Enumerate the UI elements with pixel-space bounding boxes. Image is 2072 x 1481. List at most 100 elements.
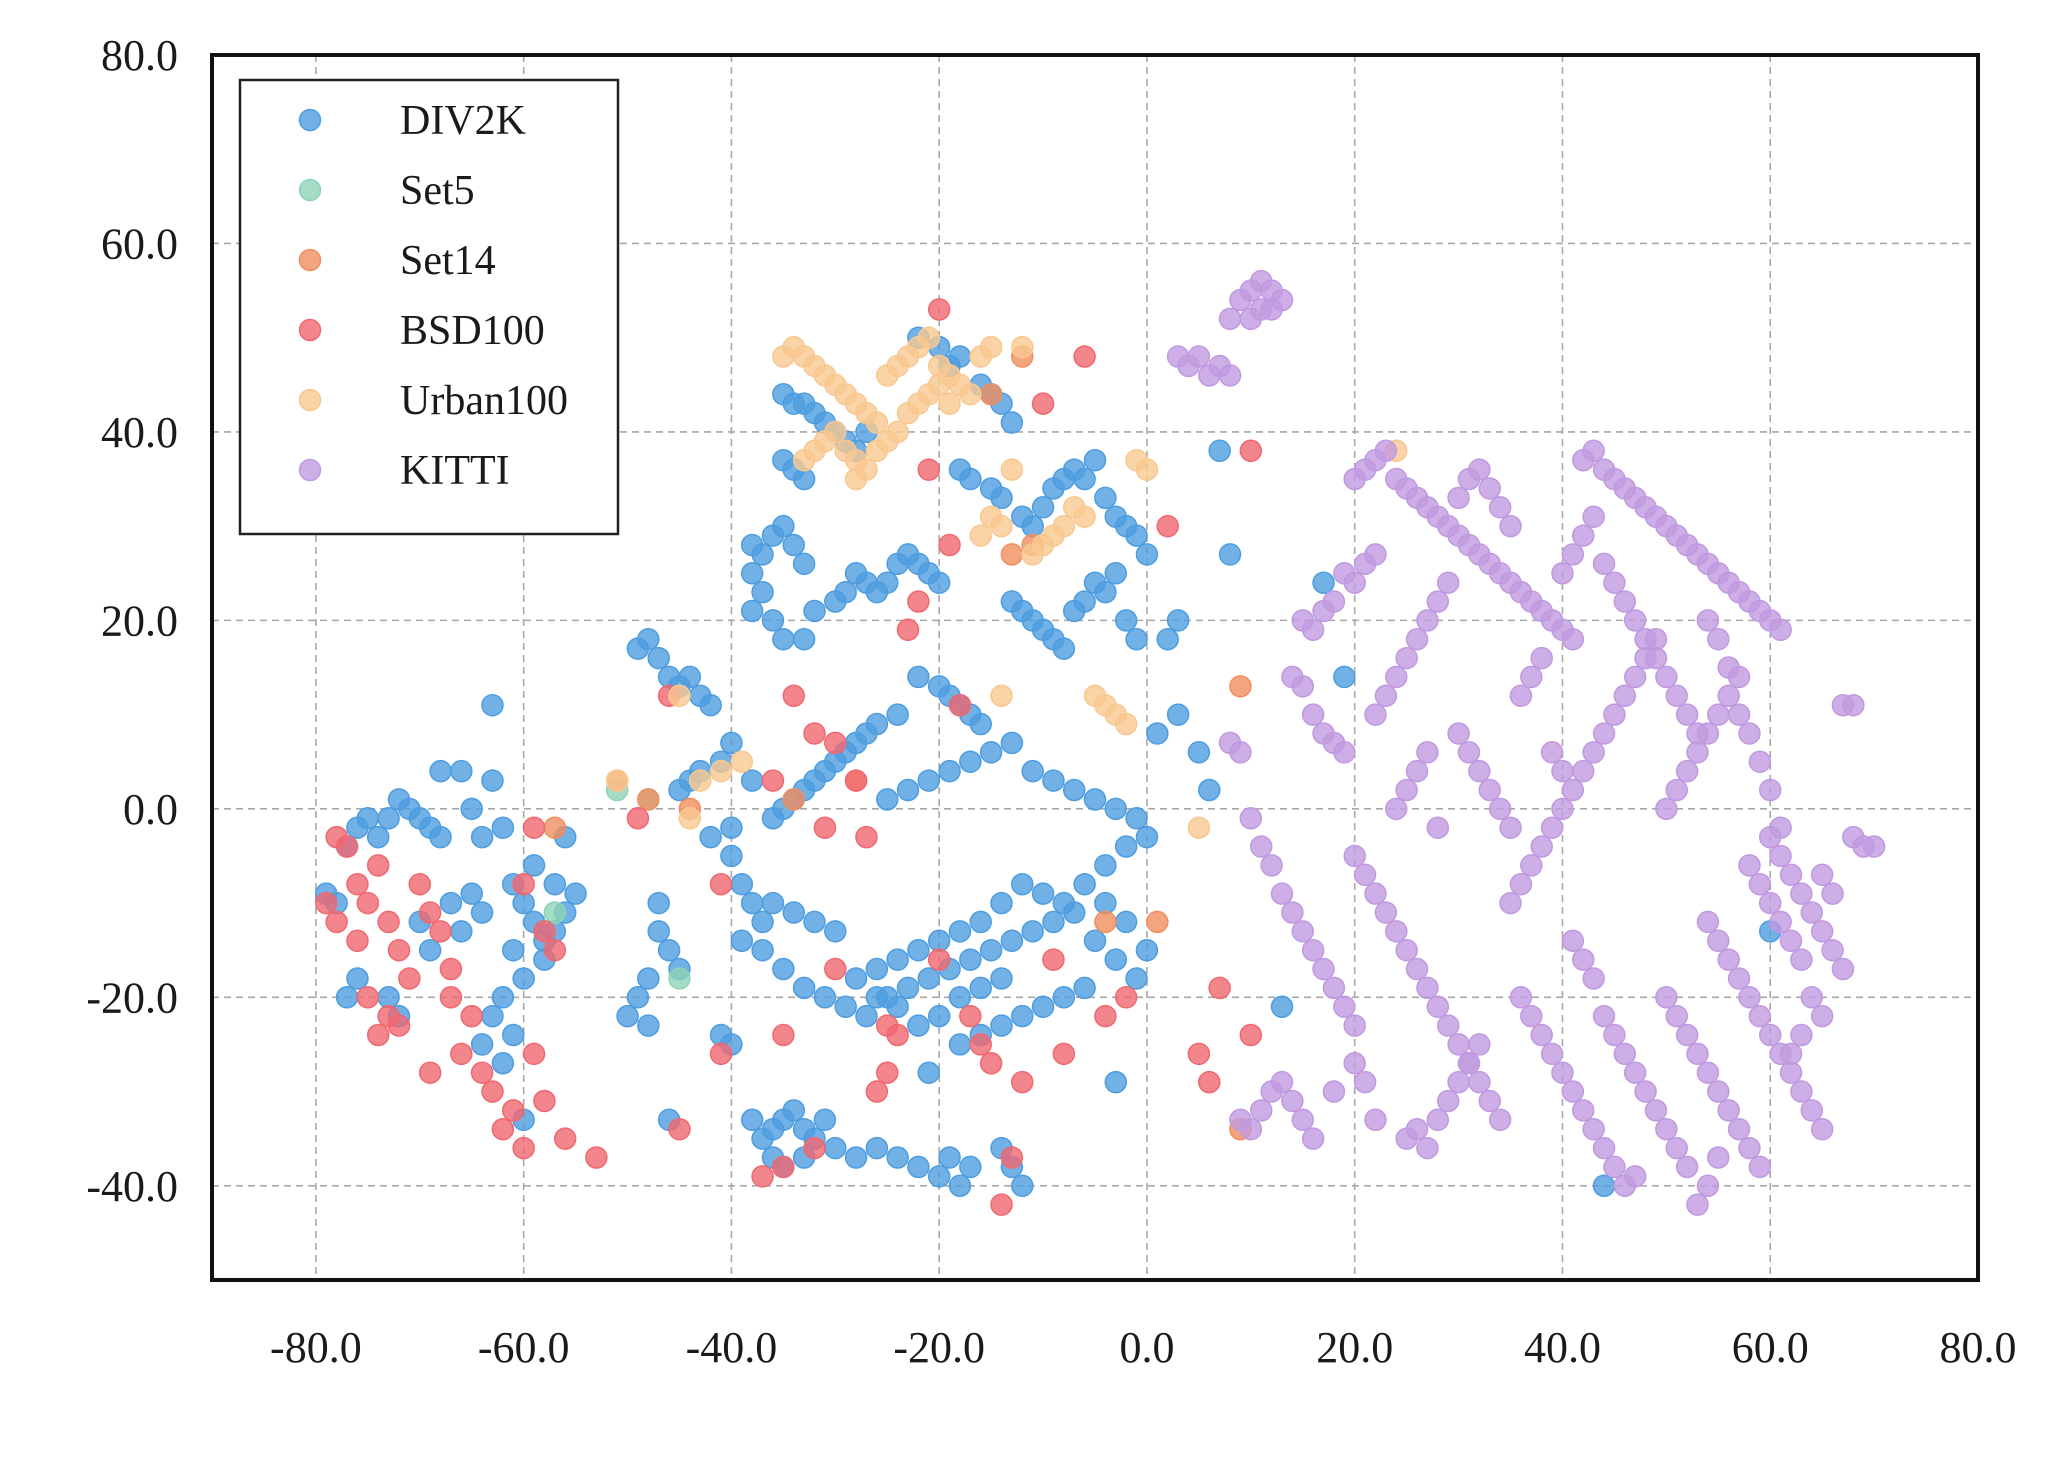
data-point [772, 1155, 795, 1179]
data-point [907, 1155, 930, 1179]
x-tick-label: 80.0 [1940, 1323, 2017, 1372]
data-point [1198, 1070, 1221, 1094]
data-point [1696, 609, 1720, 632]
data-point [813, 816, 837, 839]
data-point [1499, 891, 1522, 915]
data-point [325, 910, 348, 934]
data-point [886, 1146, 909, 1169]
data-point [886, 420, 909, 444]
data-point [824, 957, 847, 981]
data-point [1073, 590, 1096, 613]
data-point [1000, 731, 1024, 755]
data-point [865, 957, 889, 981]
data-point [1810, 1117, 1834, 1141]
data-point [886, 995, 909, 1018]
data-point [1540, 741, 1564, 764]
data-point [1218, 307, 1242, 331]
data-point [740, 562, 764, 585]
data-point [1696, 1061, 1720, 1084]
data-point [948, 693, 972, 717]
data-point [1540, 1042, 1564, 1066]
data-point [1073, 976, 1096, 1000]
data-point [1779, 863, 1803, 887]
data-point [927, 298, 951, 321]
data-point [346, 967, 369, 990]
data-point [1187, 816, 1211, 839]
data-point [782, 788, 805, 811]
data-point [1499, 816, 1522, 839]
data-point [1790, 1023, 1813, 1047]
data-point [969, 524, 992, 547]
data-point [418, 901, 442, 924]
data-point [1675, 1023, 1699, 1047]
data-point [668, 967, 691, 990]
data-point [1187, 1042, 1211, 1066]
data-point [927, 1165, 951, 1188]
data-point [1011, 335, 1034, 359]
data-point [1249, 1099, 1273, 1122]
data-point [1758, 1023, 1782, 1047]
data-point [813, 1108, 837, 1132]
data-point [761, 609, 785, 632]
data-point [543, 901, 567, 924]
data-point [1561, 778, 1585, 802]
data-point [1364, 543, 1387, 566]
data-point [959, 382, 982, 406]
data-point [792, 627, 816, 651]
data-point [1031, 496, 1055, 519]
data-point [533, 920, 556, 943]
data-point [927, 929, 951, 953]
data-point [1187, 345, 1211, 368]
x-tick-label: -40.0 [686, 1323, 778, 1372]
data-point [1603, 571, 1626, 594]
data-point [927, 948, 951, 971]
data-point [948, 1174, 972, 1198]
data-point [1468, 458, 1491, 481]
data-point [1208, 976, 1231, 1000]
data-point [1426, 995, 1450, 1018]
data-point [1073, 345, 1096, 368]
data-point [1073, 872, 1096, 896]
data-point [959, 1004, 982, 1028]
data-point [1125, 807, 1148, 830]
data-point [1696, 1174, 1720, 1198]
data-point [1488, 797, 1512, 821]
data-point [1083, 448, 1107, 472]
data-point [1021, 759, 1044, 783]
data-point [450, 920, 473, 943]
data-point [1707, 1146, 1730, 1169]
data-point [1447, 1033, 1470, 1056]
data-point [1291, 1108, 1315, 1132]
data-point [1571, 524, 1595, 547]
data-point [647, 646, 670, 670]
data-point [1052, 514, 1076, 538]
data-point [1738, 722, 1761, 745]
x-axis-ticks: -80.0 -60.0 -40.0 -20.0 0.0 20.0 40.0 60.0 80.0 [270, 1323, 2016, 1372]
data-point [1042, 948, 1065, 971]
data-point [470, 825, 494, 849]
data-point [1862, 835, 1886, 858]
data-point [450, 759, 473, 783]
data-point [1447, 486, 1470, 510]
data-point [470, 1061, 494, 1084]
data-point [1603, 1155, 1626, 1179]
data-point [1769, 844, 1792, 868]
data-point [1717, 1099, 1740, 1122]
legend-marker [298, 178, 322, 202]
data-point [429, 825, 452, 849]
data-point [969, 976, 992, 1000]
data-point [1457, 741, 1481, 764]
data-point [1758, 778, 1782, 802]
data-point [543, 938, 567, 962]
data-point [730, 750, 754, 773]
series-bsd100 [315, 298, 1263, 1216]
data-point [387, 938, 411, 962]
data-point [1727, 703, 1751, 726]
data-point [927, 571, 951, 594]
data-point [917, 458, 941, 481]
data-point [1135, 543, 1159, 566]
data-point [1094, 580, 1117, 604]
data-point [1322, 590, 1346, 613]
legend-marker [298, 458, 322, 482]
